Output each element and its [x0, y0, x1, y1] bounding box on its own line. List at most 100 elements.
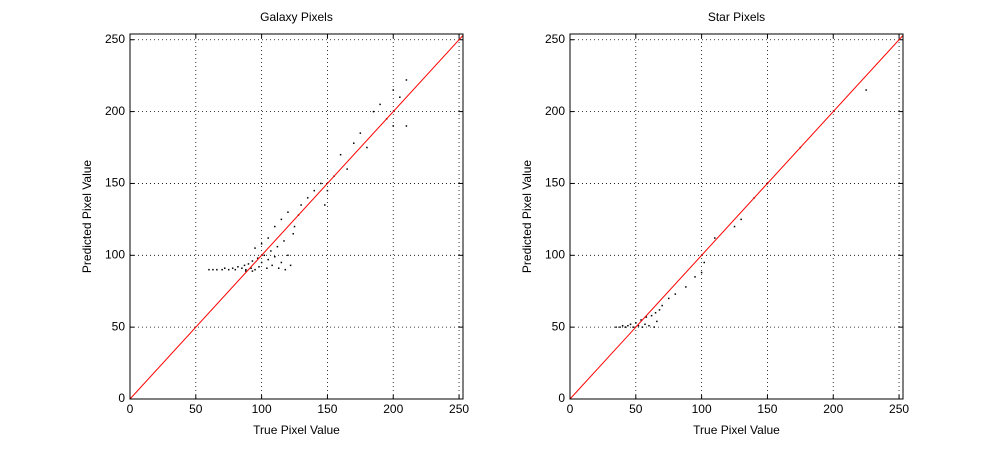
x-tick-label: 250: [449, 402, 469, 416]
chart-title: Star Pixels: [708, 10, 765, 24]
point: [208, 268, 210, 271]
point: [379, 103, 381, 106]
point: [326, 189, 329, 192]
point: [276, 245, 279, 248]
point: [287, 254, 289, 257]
point: [641, 326, 644, 328]
point: [270, 250, 272, 252]
point: [227, 268, 230, 271]
point: [359, 132, 362, 134]
point: [700, 271, 703, 274]
point: [653, 326, 655, 328]
point: [271, 264, 273, 267]
y-tick-label: 250: [545, 32, 565, 46]
point: [346, 168, 348, 170]
x-tick-label: 100: [252, 402, 272, 416]
x-axis-label: True Pixel Value: [253, 423, 340, 437]
point: [274, 255, 276, 258]
point: [399, 96, 401, 98]
point: [624, 326, 627, 328]
point: [283, 240, 285, 242]
point: [263, 254, 266, 257]
y-tick-label: 0: [118, 391, 125, 405]
point: [234, 268, 237, 271]
point: [392, 125, 394, 127]
x-tick-label: 150: [317, 402, 337, 416]
point: [324, 204, 326, 206]
point: [254, 247, 256, 249]
point: [256, 257, 259, 259]
point: [353, 142, 355, 144]
point: [221, 268, 223, 271]
point: [392, 89, 394, 91]
point: [306, 197, 309, 199]
point: [405, 79, 408, 81]
point: [300, 204, 302, 206]
subplot: 0 50 100 150 200 250 0 50 100 150 200 250 Star Pixel…: [520, 10, 909, 437]
point: [714, 237, 716, 239]
point: [405, 125, 408, 127]
point: [292, 232, 294, 235]
point: [247, 263, 250, 265]
y-tick-label: 200: [105, 104, 125, 118]
x-tick-label: 50: [189, 402, 203, 416]
point: [284, 268, 287, 271]
point: [274, 225, 276, 228]
point: [685, 286, 687, 288]
x-tick-label: 200: [823, 402, 843, 416]
point: [216, 268, 218, 271]
subplot: 0 50 100 150 200 250 0 50 100 150 200 250 Galaxy Pix…: [80, 10, 469, 437]
chart-title: Galaxy Pixels: [260, 10, 333, 24]
x-tick-label: 100: [692, 402, 712, 416]
point: [289, 264, 292, 267]
point: [280, 218, 283, 221]
point: [313, 189, 316, 192]
point: [366, 146, 368, 149]
point: [865, 89, 867, 91]
point: [656, 320, 658, 323]
y-axis-label: Predicted Pixel Value: [80, 160, 94, 274]
point: [245, 268, 247, 271]
y-axis-label: Predicted Pixel Value: [520, 160, 534, 274]
point: [615, 326, 617, 328]
y-tick-label: 0: [558, 391, 565, 405]
point: [254, 268, 256, 271]
point: [629, 323, 632, 326]
point: [245, 270, 247, 272]
point: [266, 267, 268, 269]
point: [674, 293, 677, 295]
point: [260, 261, 263, 264]
point: [241, 267, 243, 269]
point: [694, 276, 696, 278]
y-tick-label: 250: [105, 32, 125, 46]
point: [661, 304, 663, 307]
y-tick-label: 150: [105, 176, 125, 190]
y-tick-label: 50: [552, 319, 566, 333]
y-tick-label: 150: [545, 176, 565, 190]
point: [703, 261, 706, 264]
point: [277, 267, 280, 269]
axes-box: [129, 33, 464, 400]
x-tick-label: 0: [127, 402, 134, 416]
point: [645, 316, 648, 318]
point: [632, 326, 634, 328]
point: [372, 110, 375, 113]
point: [733, 225, 736, 228]
point: [658, 309, 661, 311]
point: [243, 264, 246, 267]
point: [640, 319, 642, 321]
point: [224, 267, 226, 269]
point: [654, 312, 657, 314]
point: [619, 326, 621, 328]
y-tick-label: 50: [112, 319, 126, 333]
point: [251, 270, 254, 272]
x-axis-label: True Pixel Value: [693, 423, 780, 437]
x-tick-label: 0: [567, 402, 574, 416]
reference-line: [569, 35, 904, 400]
y-tick-label: 100: [545, 247, 565, 261]
point: [667, 297, 670, 300]
point: [280, 261, 283, 264]
point: [637, 324, 640, 327]
point: [260, 243, 263, 245]
point: [258, 266, 260, 268]
